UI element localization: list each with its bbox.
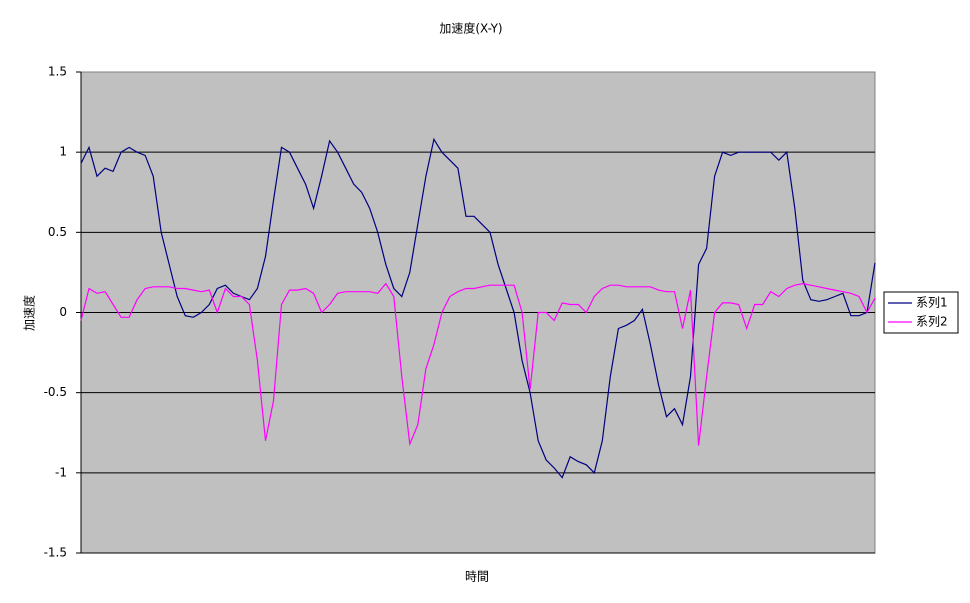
y-axis-label: 加速度 [22,295,37,331]
chart-title: 加速度(X-Y) [439,21,502,36]
legend-label: 系列2 [916,315,948,329]
y-tick-label: 0 [59,305,67,319]
series-line [80,282,876,447]
y-tick-label: -1.5 [44,546,67,560]
y-tick-label: -1 [55,465,67,479]
series-line [80,137,876,479]
y-tick-label: 1.5 [48,65,67,79]
y-tick-label: 1 [59,145,67,159]
y-tick-label: 0.5 [48,225,67,239]
x-axis-label: 時間 [465,570,489,584]
legend-box [883,291,959,334]
y-tick-label: -0.5 [44,385,67,399]
legend-label: 系列1 [916,296,948,310]
